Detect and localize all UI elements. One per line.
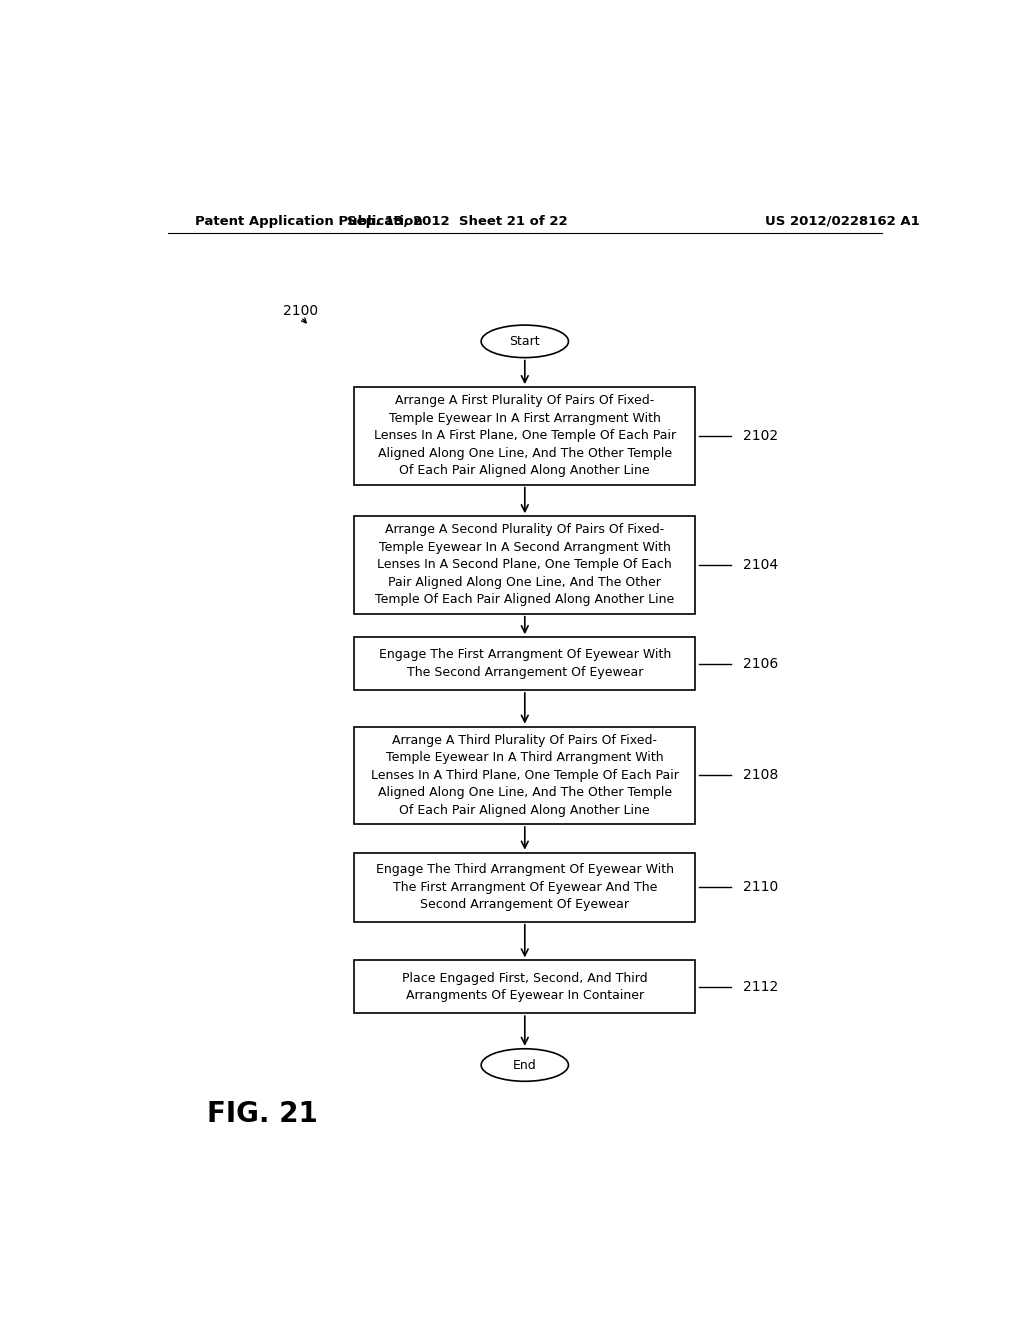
Text: 2112: 2112 xyxy=(743,979,778,994)
Text: Engage The First Arrangment Of Eyewear With
The Second Arrangement Of Eyewear: Engage The First Arrangment Of Eyewear W… xyxy=(379,648,671,678)
Text: Sep. 13, 2012  Sheet 21 of 22: Sep. 13, 2012 Sheet 21 of 22 xyxy=(347,215,567,228)
FancyBboxPatch shape xyxy=(354,726,695,824)
FancyBboxPatch shape xyxy=(354,961,695,1014)
Text: 2108: 2108 xyxy=(743,768,778,783)
Text: Place Engaged First, Second, And Third
Arrangments Of Eyewear In Container: Place Engaged First, Second, And Third A… xyxy=(402,972,647,1002)
Ellipse shape xyxy=(481,1049,568,1081)
Text: FIG. 21: FIG. 21 xyxy=(207,1100,318,1127)
Text: Start: Start xyxy=(510,335,540,348)
Text: Arrange A Second Plurality Of Pairs Of Fixed-
Temple Eyewear In A Second Arrangm: Arrange A Second Plurality Of Pairs Of F… xyxy=(375,524,675,606)
Text: Patent Application Publication: Patent Application Publication xyxy=(196,215,423,228)
Text: Engage The Third Arrangment Of Eyewear With
The First Arrangment Of Eyewear And : Engage The Third Arrangment Of Eyewear W… xyxy=(376,863,674,911)
Text: End: End xyxy=(513,1059,537,1072)
Text: US 2012/0228162 A1: US 2012/0228162 A1 xyxy=(765,215,920,228)
FancyBboxPatch shape xyxy=(354,516,695,614)
Text: 2104: 2104 xyxy=(743,558,778,572)
Text: 2102: 2102 xyxy=(743,429,778,444)
FancyBboxPatch shape xyxy=(354,853,695,921)
FancyBboxPatch shape xyxy=(354,638,695,690)
Ellipse shape xyxy=(481,325,568,358)
Text: 2106: 2106 xyxy=(743,656,778,671)
Text: 2110: 2110 xyxy=(743,880,778,894)
Text: 2100: 2100 xyxy=(283,304,317,318)
FancyBboxPatch shape xyxy=(354,387,695,484)
Text: Arrange A Third Plurality Of Pairs Of Fixed-
Temple Eyewear In A Third Arrangmen: Arrange A Third Plurality Of Pairs Of Fi… xyxy=(371,734,679,817)
Text: Arrange A First Plurality Of Pairs Of Fixed-
Temple Eyewear In A First Arrangmen: Arrange A First Plurality Of Pairs Of Fi… xyxy=(374,395,676,478)
